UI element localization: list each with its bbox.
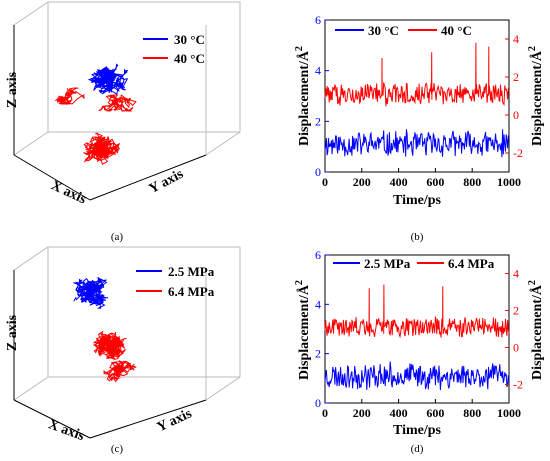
panel-d-y-right-tick-label-0: -2 xyxy=(513,378,523,392)
panel-d-y-left-tick-label-2: 4 xyxy=(315,297,321,311)
panel-b-legend: 30 °C 40 °C xyxy=(335,23,472,38)
panel-d-x-tick-label-4: 800 xyxy=(463,406,481,420)
legend-label-b-0: 30 °C xyxy=(368,23,399,38)
panel-a-trajectory-1-arm xyxy=(54,87,85,106)
panel-c-legend: 2.5 MPa 6.4 MPa xyxy=(136,264,215,299)
panel-b-y-left-tick-label-0: 0 xyxy=(315,165,321,179)
panel-a-trajectory-1-band xyxy=(98,94,137,112)
legend-label-d-1: 6.4 MPa xyxy=(448,256,495,271)
panel-c-trajectories xyxy=(73,277,137,383)
panel-d-y-right-sup: 2 xyxy=(527,280,538,285)
panel-c-box xyxy=(13,246,241,439)
panel-label-d: (d) xyxy=(411,443,424,455)
panel-b-x-tick-label-2: 400 xyxy=(390,175,408,189)
panel-b-x-tick-label-3: 600 xyxy=(426,175,444,189)
panel-label-c: (c) xyxy=(111,443,124,455)
panel-d-y-left-label: Displacement/Å2 xyxy=(294,280,312,380)
panel-d-y-left-tick-label-3: 6 xyxy=(315,248,321,262)
panel-c-z-axis-label: Z axis xyxy=(5,314,20,351)
panel-d-y-right-label: Displacement/Å2 xyxy=(527,280,545,380)
panel-c-trajectory-1 xyxy=(93,330,127,360)
panel-b: 0 200 400 600 800 1000 0 2 4 6 -2 0 2 4 30 °C 40 °C T… xyxy=(294,13,545,243)
panel-d-x-tick-label-2: 400 xyxy=(390,406,408,420)
panel-b-y-left-tick-label-1: 2 xyxy=(315,114,321,128)
panel-d-y-right-tick-label-1: 0 xyxy=(513,341,519,355)
legend-label-a-1: 40 °C xyxy=(174,51,205,66)
panel-b-y-right-tick-label-0: -2 xyxy=(513,146,523,160)
panel-a-x-axis-label: X axis xyxy=(49,178,89,207)
panel-label-b: (b) xyxy=(411,231,424,243)
panel-b-y-right-tick-label-2: 2 xyxy=(513,70,519,84)
panel-d-series-line-1 xyxy=(324,284,510,339)
panel-d-series-line-0 xyxy=(324,361,510,391)
svg-text:Displacement/Å2: Displacement/Å2 xyxy=(294,280,312,380)
panel-b-y-right-sup: 2 xyxy=(527,46,538,51)
panel-c-trajectory-0 xyxy=(73,277,109,309)
panel-d-x-tick-label-1: 200 xyxy=(353,406,371,420)
panel-b-y-left-sup: 2 xyxy=(294,46,305,51)
panel-b-y-right-label: Displacement/Å2 xyxy=(527,46,545,146)
panel-b-y-right-tick-label-3: 4 xyxy=(513,32,519,46)
panel-b-series-line-0 xyxy=(324,129,510,158)
panel-a-trajectories xyxy=(54,63,137,165)
panel-b-y-left-tick-label-3: 6 xyxy=(315,13,321,27)
panel-b-y-right-text: Displacement/Å xyxy=(529,50,545,146)
panel-d-y-left-tick-label-0: 0 xyxy=(315,396,321,410)
svg-text:Displacement/Å2: Displacement/Å2 xyxy=(527,280,545,380)
panel-a-box xyxy=(13,1,241,201)
panel-d-x-tick-label-0: 0 xyxy=(322,406,328,420)
panel-d-series xyxy=(324,284,510,391)
panel-c-x-axis-label: X axis xyxy=(46,417,86,444)
panel-d-y-right-tick-label-3: 4 xyxy=(513,267,519,281)
panel-d: 0 200 400 600 800 1000 0 2 4 6 -2 0 2 4 2.5 MPa 6.4 M… xyxy=(294,248,545,455)
panel-b-series-line-1 xyxy=(324,42,510,107)
panel-b-x-tick-label-1: 200 xyxy=(353,175,371,189)
panel-b-ticks: 0 200 400 600 800 1000 0 2 4 6 -2 0 2 4 xyxy=(315,13,523,189)
panel-a-trajectory-0 xyxy=(87,63,129,96)
legend-label-a-0: 30 °C xyxy=(174,32,205,47)
legend-label-d-0: 2.5 MPa xyxy=(364,256,411,271)
panel-b-x-tick-label-5: 1000 xyxy=(497,175,521,189)
panel-d-ticks: 0 200 400 600 800 1000 0 2 4 6 -2 0 2 4 xyxy=(315,248,523,420)
panel-d-x-axis-label: Time/ps xyxy=(393,423,442,438)
panel-a-legend: 30 °C 40 °C xyxy=(143,32,205,66)
legend-label-b-1: 40 °C xyxy=(441,23,472,38)
panel-b-y-left-text: Displacement/Å xyxy=(296,50,312,146)
panel-b-series xyxy=(324,42,510,158)
panel-d-x-tick-label-5: 1000 xyxy=(497,406,521,420)
panel-c: 2.5 MPa 6.4 MPa Z axis X axis Y axis (c) xyxy=(5,246,241,455)
legend-label-c-0: 2.5 MPa xyxy=(168,264,215,279)
panel-d-y-right-text: Displacement/Å xyxy=(529,284,545,380)
panel-d-y-right-tick-label-2: 2 xyxy=(513,304,519,318)
panel-d-x-tick-label-3: 600 xyxy=(426,406,444,420)
panel-b-y-left-label: Displacement/Å2 xyxy=(294,46,312,146)
panel-a-z-axis-label: Z axis xyxy=(5,71,20,108)
panel-d-legend: 2.5 MPa 6.4 MPa xyxy=(333,256,495,271)
panel-d-y-left-text: Displacement/Å xyxy=(296,284,312,380)
panel-b-x-tick-label-0: 0 xyxy=(322,175,328,189)
panel-label-a: (a) xyxy=(111,231,124,243)
panel-a-trajectory-1 xyxy=(83,132,121,165)
panel-d-y-left-sup: 2 xyxy=(294,280,305,285)
panel-c-trajectory-1-tail xyxy=(103,360,137,383)
panel-b-x-tick-label-4: 800 xyxy=(463,175,481,189)
svg-text:Displacement/Å2: Displacement/Å2 xyxy=(294,46,312,146)
legend-label-c-1: 6.4 MPa xyxy=(168,284,215,299)
panel-a: 30 °C 40 °C Z axis X axis Y axis (a) xyxy=(5,1,241,243)
panel-b-y-left-tick-label-2: 4 xyxy=(315,64,321,78)
panel-a-y-axis-label: Y axis xyxy=(147,166,187,197)
svg-text:Displacement/Å2: Displacement/Å2 xyxy=(527,46,545,146)
panel-b-y-right-tick-label-1: 0 xyxy=(513,108,519,122)
panel-d-y-left-tick-label-1: 2 xyxy=(315,347,321,361)
panel-b-x-axis-label: Time/ps xyxy=(393,193,442,208)
